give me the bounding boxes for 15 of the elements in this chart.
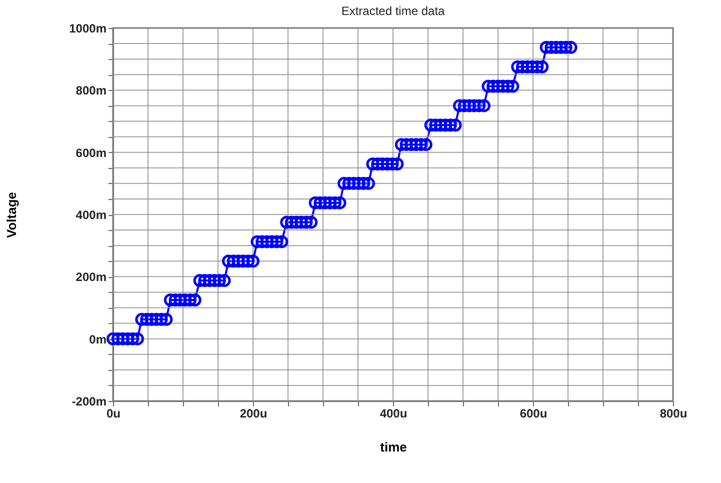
y-tick-label: 1000m: [69, 22, 106, 36]
y-tick-label: 800m: [76, 84, 106, 98]
y-tick-label: 600m: [76, 146, 106, 160]
chart-title: Extracted time data: [341, 4, 446, 18]
y-tick-label: -200m: [72, 394, 106, 408]
x-tick-label: 800u: [660, 406, 688, 420]
y-tick-label: 0m: [89, 332, 106, 346]
y-axis-title: Voltage: [4, 192, 20, 238]
x-tick-label: 0u: [106, 406, 121, 420]
x-axis-title: time: [380, 440, 407, 454]
y-tick-label: 200m: [76, 270, 106, 284]
x-tick-label: 400u: [380, 406, 408, 420]
x-tick-label: 600u: [520, 406, 548, 420]
y-tick-label: 400m: [76, 208, 106, 222]
x-tick-label: 200u: [240, 406, 268, 420]
